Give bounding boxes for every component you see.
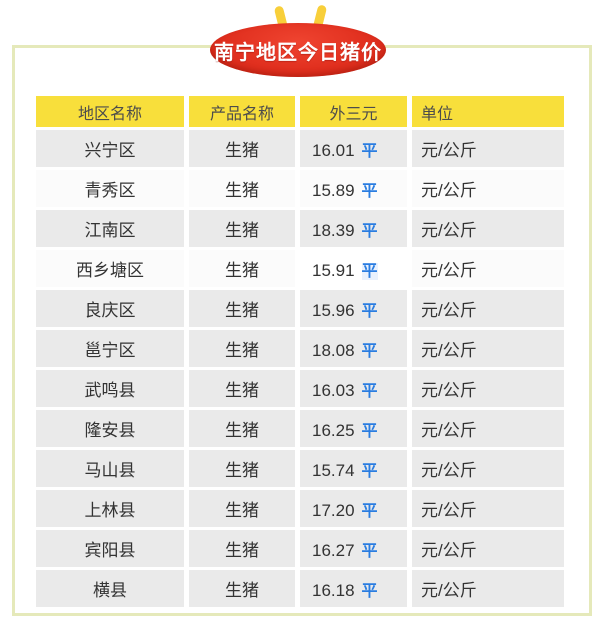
price-value: 16.03 bbox=[312, 380, 355, 400]
price-value: 15.74 bbox=[312, 460, 355, 480]
product-cell: 生猪 bbox=[189, 410, 295, 447]
price-value: 16.01 bbox=[312, 140, 355, 160]
unit-cell: 元/公斤 bbox=[412, 290, 564, 327]
price-value: 18.39 bbox=[312, 220, 355, 240]
region-cell: 马山县 bbox=[36, 450, 184, 487]
price-cell: 15.89 平 bbox=[300, 170, 407, 207]
page-title: 南宁地区今日猪价 bbox=[214, 41, 382, 64]
table-row: 马山县 生猪 15.74 平 元/公斤 bbox=[36, 450, 564, 487]
price-cell: 16.01 平 bbox=[300, 130, 407, 167]
product-cell: 生猪 bbox=[189, 170, 295, 207]
unit-cell: 元/公斤 bbox=[412, 130, 564, 167]
region-cell: 青秀区 bbox=[36, 170, 184, 207]
trend-flat-badge: 平 bbox=[361, 302, 378, 320]
price-value: 16.27 bbox=[312, 540, 355, 560]
table-row: 兴宁区 生猪 16.01 平 元/公斤 bbox=[36, 130, 564, 167]
product-cell: 生猪 bbox=[189, 570, 295, 607]
unit-cell: 元/公斤 bbox=[412, 250, 564, 287]
region-cell: 江南区 bbox=[36, 210, 184, 247]
price-cell: 18.08 平 bbox=[300, 330, 407, 367]
product-cell: 生猪 bbox=[189, 370, 295, 407]
table-row: 横县 生猪 16.18 平 元/公斤 bbox=[36, 570, 564, 607]
column-header-product: 产品名称 bbox=[189, 96, 295, 127]
price-value: 18.08 bbox=[312, 340, 355, 360]
unit-cell: 元/公斤 bbox=[412, 170, 564, 207]
price-cell: 17.20 平 bbox=[300, 490, 407, 527]
region-cell: 宾阳县 bbox=[36, 530, 184, 567]
price-cell: 16.25 平 bbox=[300, 410, 407, 447]
unit-cell: 元/公斤 bbox=[412, 570, 564, 607]
unit-cell: 元/公斤 bbox=[412, 210, 564, 247]
trend-flat-badge: 平 bbox=[361, 382, 378, 400]
price-value: 16.18 bbox=[312, 580, 355, 600]
region-cell: 西乡塘区 bbox=[36, 250, 184, 287]
trend-flat-badge: 平 bbox=[361, 462, 378, 480]
product-cell: 生猪 bbox=[189, 250, 295, 287]
table-header-row: 地区名称 产品名称 外三元 单位 bbox=[36, 96, 564, 127]
unit-cell: 元/公斤 bbox=[412, 410, 564, 447]
price-cell: 15.91 平 bbox=[300, 250, 407, 287]
table-row: 邕宁区 生猪 18.08 平 元/公斤 bbox=[36, 330, 564, 367]
column-header-unit: 单位 bbox=[412, 96, 564, 127]
trend-flat-badge: 平 bbox=[361, 582, 378, 600]
table-row: 西乡塘区 生猪 15.91 平 元/公斤 bbox=[36, 250, 564, 287]
price-cell: 16.03 平 bbox=[300, 370, 407, 407]
trend-flat-badge: 平 bbox=[361, 182, 378, 200]
price-table: 地区名称 产品名称 外三元 单位 兴宁区 生猪 16.01 平 元/公斤 青秀区 … bbox=[31, 93, 569, 610]
unit-cell: 元/公斤 bbox=[412, 490, 564, 527]
region-cell: 上林县 bbox=[36, 490, 184, 527]
product-cell: 生猪 bbox=[189, 130, 295, 167]
region-cell: 兴宁区 bbox=[36, 130, 184, 167]
price-value: 15.91 bbox=[312, 260, 355, 280]
unit-cell: 元/公斤 bbox=[412, 370, 564, 407]
table-row: 武鸣县 生猪 16.03 平 元/公斤 bbox=[36, 370, 564, 407]
region-cell: 邕宁区 bbox=[36, 330, 184, 367]
table-row: 良庆区 生猪 15.96 平 元/公斤 bbox=[36, 290, 564, 327]
trend-flat-badge: 平 bbox=[361, 542, 378, 560]
region-cell: 良庆区 bbox=[36, 290, 184, 327]
price-cell: 18.39 平 bbox=[300, 210, 407, 247]
price-value: 16.25 bbox=[312, 420, 355, 440]
region-cell: 武鸣县 bbox=[36, 370, 184, 407]
table-row: 隆安县 生猪 16.25 平 元/公斤 bbox=[36, 410, 564, 447]
trend-flat-badge: 平 bbox=[361, 142, 378, 160]
trend-flat-badge: 平 bbox=[361, 262, 378, 280]
product-cell: 生猪 bbox=[189, 290, 295, 327]
region-cell: 横县 bbox=[36, 570, 184, 607]
column-header-price: 外三元 bbox=[300, 96, 407, 127]
trend-flat-badge: 平 bbox=[361, 342, 378, 360]
price-cell: 16.27 平 bbox=[300, 530, 407, 567]
price-cell: 16.18 平 bbox=[300, 570, 407, 607]
product-cell: 生猪 bbox=[189, 330, 295, 367]
price-value: 15.89 bbox=[312, 180, 355, 200]
trend-flat-badge: 平 bbox=[361, 502, 378, 520]
column-header-region: 地区名称 bbox=[36, 96, 184, 127]
region-cell: 隆安县 bbox=[36, 410, 184, 447]
price-value: 15.96 bbox=[312, 300, 355, 320]
product-cell: 生猪 bbox=[189, 450, 295, 487]
unit-cell: 元/公斤 bbox=[412, 330, 564, 367]
product-cell: 生猪 bbox=[189, 490, 295, 527]
product-cell: 生猪 bbox=[189, 530, 295, 567]
product-cell: 生猪 bbox=[189, 210, 295, 247]
unit-cell: 元/公斤 bbox=[412, 530, 564, 567]
trend-flat-badge: 平 bbox=[361, 222, 378, 240]
price-cell: 15.96 平 bbox=[300, 290, 407, 327]
table-row: 宾阳县 生猪 16.27 平 元/公斤 bbox=[36, 530, 564, 567]
table-row: 上林县 生猪 17.20 平 元/公斤 bbox=[36, 490, 564, 527]
trend-flat-badge: 平 bbox=[361, 422, 378, 440]
price-value: 17.20 bbox=[312, 500, 355, 520]
unit-cell: 元/公斤 bbox=[412, 450, 564, 487]
table-row: 江南区 生猪 18.39 平 元/公斤 bbox=[36, 210, 564, 247]
price-cell: 15.74 平 bbox=[300, 450, 407, 487]
title-badge: 南宁地区今日猪价 bbox=[210, 23, 386, 77]
table-row: 青秀区 生猪 15.89 平 元/公斤 bbox=[36, 170, 564, 207]
